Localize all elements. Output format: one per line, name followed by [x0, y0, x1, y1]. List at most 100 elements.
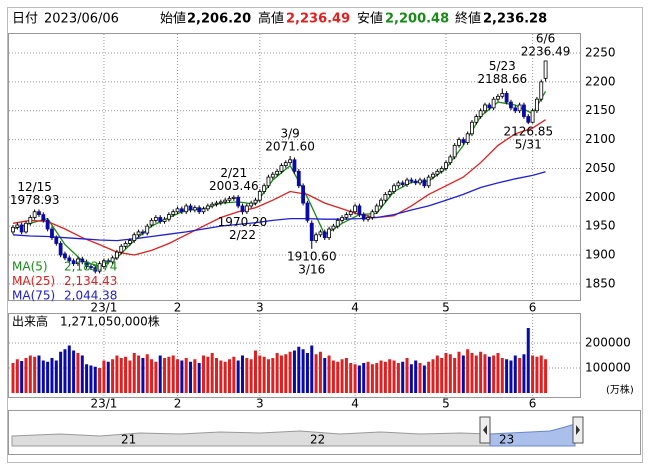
x-tick-label: 3: [256, 397, 264, 411]
close-value: 2,236.28: [483, 12, 547, 27]
volume-bar: [427, 361, 431, 393]
candle-body: [535, 98, 539, 112]
volume-bar: [349, 363, 353, 393]
candle-body: [500, 93, 505, 97]
volume-bar: [262, 356, 266, 393]
volume-bar: [163, 358, 167, 393]
volume-bar: [444, 353, 448, 393]
volume-bar: [344, 358, 348, 393]
volume-bar: [245, 358, 249, 393]
candle-body: [214, 202, 219, 205]
candle-body: [93, 267, 98, 272]
volume-bar: [106, 361, 110, 393]
volume-bar: [401, 361, 405, 393]
candle-body: [513, 107, 518, 112]
y-tick-label: 2150: [585, 103, 616, 117]
volume-bar: [85, 364, 89, 393]
candle-body: [153, 217, 158, 221]
volume-bar: [67, 345, 71, 393]
high-value: 2,236.49: [286, 12, 350, 27]
volume-bar: [357, 365, 361, 393]
volume-bar: [271, 358, 275, 393]
volume-bar: [206, 356, 210, 393]
volume-bar: [383, 361, 387, 393]
candle-body: [387, 191, 392, 195]
candle-body: [41, 214, 46, 221]
volume-bar: [41, 360, 45, 393]
candle-body: [413, 180, 418, 184]
volume-bar: [210, 353, 214, 393]
candle-body: [357, 205, 362, 216]
volume-bar: [33, 356, 37, 393]
annotation-value: 2236.49: [521, 44, 571, 58]
candle-body: [314, 234, 319, 241]
annotation-value: 2071.60: [265, 139, 315, 153]
candle-body: [348, 211, 353, 216]
candle-body: [171, 211, 176, 216]
navigator: 21 22 23: [8, 410, 641, 455]
x-tick-label: 6: [529, 301, 537, 315]
x-tick-label: 2: [174, 397, 182, 411]
volume-bar: [150, 359, 154, 393]
candle-body: [197, 207, 202, 213]
navigator-year: 21: [121, 433, 136, 447]
volume-bar: [46, 361, 50, 393]
candle-body: [400, 182, 405, 185]
y-tick-label: 100000: [585, 361, 631, 375]
volume-bar: [236, 360, 240, 393]
volume-bar: [228, 359, 231, 393]
candle-body: [123, 243, 128, 247]
candle-body: [218, 201, 223, 204]
candle-body: [426, 176, 431, 187]
volume-bar: [496, 353, 500, 393]
volume-bar: [98, 368, 102, 393]
candle-body: [526, 116, 531, 123]
annotation-date: 3/16: [298, 262, 325, 276]
candle-body: [383, 194, 388, 201]
ma-line: [12, 171, 546, 242]
volume-bar: [93, 366, 97, 393]
candle-body: [379, 199, 383, 207]
candle-body: [223, 199, 228, 203]
volume-unit: (万株): [606, 383, 634, 396]
volume-bar: [353, 364, 357, 393]
y-tick-label: 200000: [585, 336, 631, 350]
candle-body: [11, 226, 15, 233]
candle-body: [184, 205, 189, 213]
volume-bar: [483, 354, 487, 393]
volume-bar: [310, 345, 314, 393]
candle-body: [448, 156, 453, 164]
candle-body: [63, 253, 67, 259]
candle-body: [353, 205, 357, 213]
y-tick-label: 1950: [585, 219, 616, 233]
volume-bar: [448, 354, 452, 393]
annotation-date: 5/31: [515, 138, 542, 152]
volume-bar: [37, 355, 41, 393]
low-label: 安値: [357, 11, 383, 27]
candle-body: [483, 104, 487, 112]
candle-body: [266, 176, 271, 187]
candle-body: [530, 110, 535, 123]
candle-body: [28, 217, 33, 224]
volume-bar: [184, 358, 188, 393]
annotation-value: 2188.66: [477, 72, 527, 86]
volume-bar: [72, 350, 76, 393]
candle-body: [80, 258, 85, 263]
candle-body: [210, 203, 215, 207]
candle-body: [45, 219, 50, 230]
volume-bar: [535, 356, 539, 393]
volume-bar: [223, 361, 227, 393]
candle-body: [491, 98, 496, 109]
candle-body: [244, 205, 249, 213]
candle-body: [166, 214, 171, 220]
candle-body: [461, 139, 466, 143]
volume-bar: [124, 356, 128, 393]
volume-bar: [479, 351, 483, 393]
volume-bar: [539, 355, 543, 393]
x-tick-label: 2: [174, 301, 182, 315]
candle-body: [396, 182, 401, 187]
legend-value: 2,183.74: [64, 260, 117, 274]
volume-bar: [249, 359, 253, 393]
volume-bar: [509, 360, 513, 393]
